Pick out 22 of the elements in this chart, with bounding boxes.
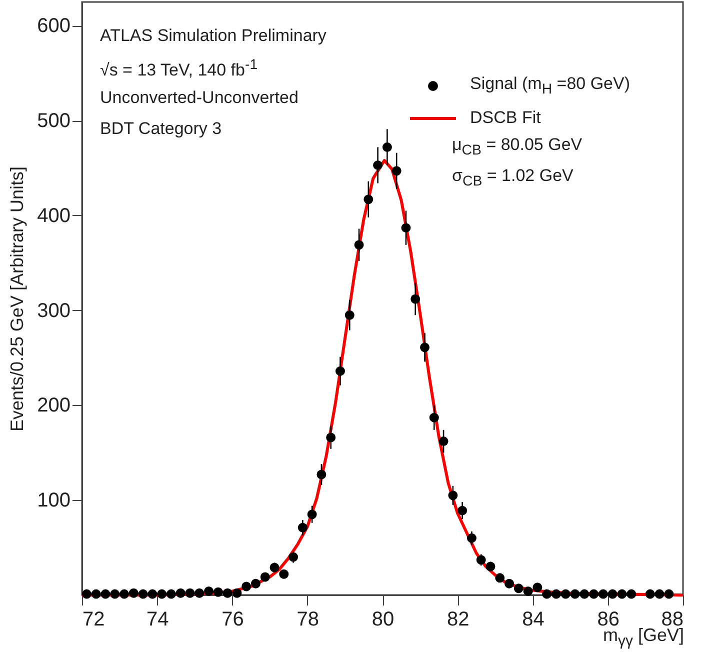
y-tick-label: 400	[37, 204, 70, 227]
y-tick-label: 100	[37, 490, 70, 512]
y-tick-label: 300	[37, 300, 70, 322]
y-axis-title: Events/0.25 GeV [Arbitrary Units]	[7, 166, 28, 432]
annotation: √s = 13 TeV, 140 fb$^{-1}$	[100, 57, 258, 82]
x-tick-label: 78	[296, 608, 319, 630]
annotation: μ$_{CB}$ = 80.05 GeV	[452, 135, 582, 160]
x-tick-label: 82	[447, 608, 470, 630]
x-tick-label: 76	[222, 608, 244, 630]
x-tick-label: 84	[522, 608, 544, 630]
y-tick-label: 500	[37, 110, 70, 132]
legend-label: Signal (m$_{H}$ =80 GeV)	[470, 74, 630, 98]
y-tick-label: 600	[37, 15, 70, 38]
annotation: σ$_{CB}$ = 1.02 GeV	[452, 166, 574, 190]
legend-label: DSCB Fit	[470, 108, 541, 128]
x-tick-label: 80	[372, 608, 394, 630]
annotation: ATLAS Simulation Preliminary	[100, 26, 326, 46]
annotation: Unconverted-Unconverted	[100, 88, 298, 108]
x-tick-label: 72	[82, 608, 105, 630]
y-tick-label: 200	[37, 394, 70, 417]
annotation: BDT Category 3	[100, 119, 222, 140]
x-tick-label: 74	[146, 608, 169, 630]
